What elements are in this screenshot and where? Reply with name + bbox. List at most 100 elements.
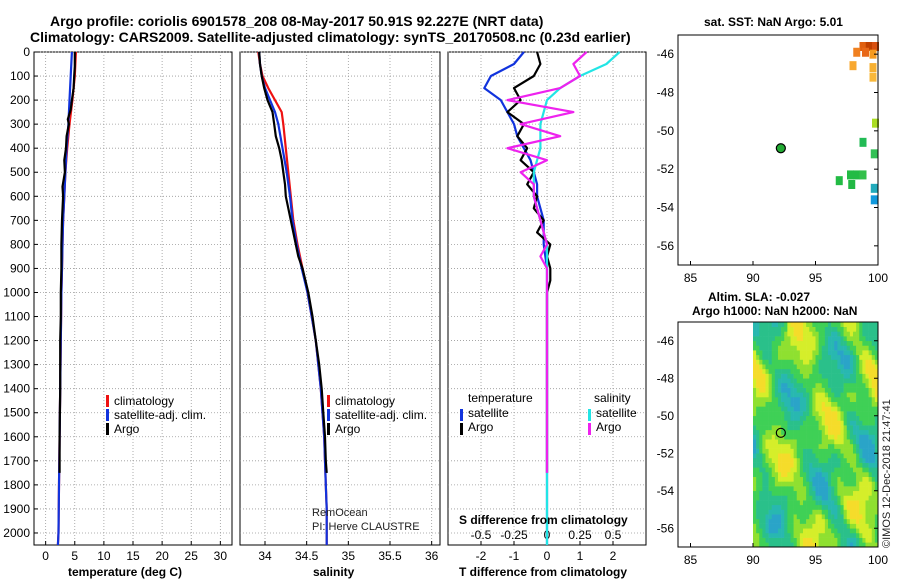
sla-cell bbox=[840, 359, 844, 365]
sla-cell bbox=[774, 322, 779, 327]
sla-cell bbox=[771, 537, 776, 543]
sla-cell bbox=[812, 462, 816, 468]
sla-cell bbox=[778, 490, 782, 496]
sst-cell bbox=[862, 47, 869, 57]
sla-cell bbox=[859, 443, 863, 449]
sla-cell bbox=[778, 331, 782, 337]
sla-cell bbox=[840, 397, 844, 402]
sla-cell bbox=[809, 425, 813, 431]
sla-cell bbox=[803, 486, 807, 492]
sla-cell bbox=[799, 401, 804, 407]
lat-tick-label: -56 bbox=[657, 521, 675, 535]
sla-cell bbox=[871, 434, 876, 440]
sla-cell bbox=[762, 542, 766, 548]
sla-cell bbox=[843, 434, 848, 440]
sla-cell bbox=[790, 420, 794, 426]
sla-cell bbox=[806, 354, 810, 360]
sla-cell bbox=[874, 434, 879, 440]
sla-cell bbox=[765, 378, 769, 384]
sla-cell bbox=[774, 443, 779, 449]
sla-cell bbox=[865, 537, 869, 543]
sla-cell bbox=[809, 448, 813, 454]
sla-cell bbox=[862, 359, 866, 365]
sla-cell bbox=[843, 354, 848, 360]
sla-cell bbox=[821, 490, 826, 496]
y-tick-label: 1500 bbox=[3, 406, 30, 420]
sla-cell bbox=[856, 387, 860, 393]
sla-cell bbox=[806, 378, 810, 384]
sla-cell bbox=[774, 406, 779, 412]
sla-cell bbox=[868, 504, 873, 510]
series-line-argo bbox=[258, 51, 328, 473]
sla-cell bbox=[837, 401, 841, 407]
sla-cell bbox=[790, 486, 794, 492]
sla-cell bbox=[815, 359, 819, 365]
sla-cell bbox=[874, 425, 879, 431]
sla-cell bbox=[840, 490, 844, 496]
sla-cell bbox=[803, 378, 807, 384]
sla-cell bbox=[784, 425, 788, 431]
sla-cell bbox=[753, 448, 757, 454]
sla-cell bbox=[818, 472, 823, 477]
sla-cell bbox=[812, 397, 816, 402]
sla-cell bbox=[781, 378, 785, 384]
sla-cell bbox=[874, 331, 879, 337]
sla-cell bbox=[771, 504, 776, 510]
sla-cell bbox=[793, 476, 798, 482]
sla-cell bbox=[853, 495, 857, 501]
sla-cell bbox=[790, 406, 794, 412]
sla-cell bbox=[821, 523, 826, 529]
sla-cell bbox=[809, 509, 813, 515]
sla-cell bbox=[862, 472, 866, 477]
sla-cell bbox=[853, 537, 857, 543]
sla-cell bbox=[784, 472, 788, 477]
sla-cell bbox=[871, 350, 876, 356]
y-tick-label: 300 bbox=[10, 117, 30, 131]
sla-cell bbox=[815, 322, 819, 327]
sla-cell bbox=[790, 439, 794, 445]
sla-cell bbox=[868, 425, 873, 431]
sla-cell bbox=[849, 368, 854, 374]
sla-cell bbox=[796, 378, 801, 384]
sla-cell bbox=[790, 368, 794, 374]
sla-cell bbox=[790, 401, 794, 407]
sla-cell bbox=[778, 500, 782, 506]
sla-cell bbox=[834, 490, 838, 496]
y-tick-label: 1600 bbox=[3, 430, 30, 444]
sla-cell bbox=[853, 429, 857, 435]
sla-cell bbox=[753, 495, 757, 501]
sla-cell bbox=[837, 509, 841, 515]
sla-cell bbox=[846, 439, 851, 445]
sla-cell bbox=[856, 411, 860, 417]
sla-cell bbox=[815, 542, 819, 548]
sla-cell bbox=[790, 518, 794, 524]
sla-cell bbox=[796, 387, 801, 393]
sla-cell bbox=[874, 443, 879, 449]
sla-cell bbox=[831, 359, 835, 365]
sla-cell bbox=[756, 453, 760, 459]
sla-cell bbox=[840, 401, 844, 407]
sla-cell bbox=[756, 500, 760, 506]
sla-cell bbox=[815, 401, 819, 407]
sla-cell bbox=[793, 354, 798, 360]
sla-cell bbox=[843, 373, 848, 379]
sla-cell bbox=[778, 439, 782, 445]
sla-cell bbox=[784, 495, 788, 501]
sla-cell bbox=[762, 439, 766, 445]
sla-cell bbox=[871, 532, 876, 538]
sla-cell bbox=[871, 331, 876, 337]
sla-cell bbox=[840, 434, 844, 440]
sla-cell bbox=[806, 411, 810, 417]
sla-cell bbox=[768, 397, 773, 402]
sla-cell bbox=[849, 354, 854, 360]
sla-cell bbox=[824, 425, 829, 431]
sla-cell bbox=[859, 425, 863, 431]
legend-swatch-t-satellite bbox=[460, 409, 463, 421]
sla-cell bbox=[853, 354, 857, 360]
sla-cell bbox=[799, 392, 804, 398]
sla-cell bbox=[834, 401, 838, 407]
sla-cell bbox=[853, 340, 857, 346]
sla-cell bbox=[774, 457, 779, 463]
sla-cell bbox=[784, 532, 788, 538]
sla-cell bbox=[815, 406, 819, 412]
